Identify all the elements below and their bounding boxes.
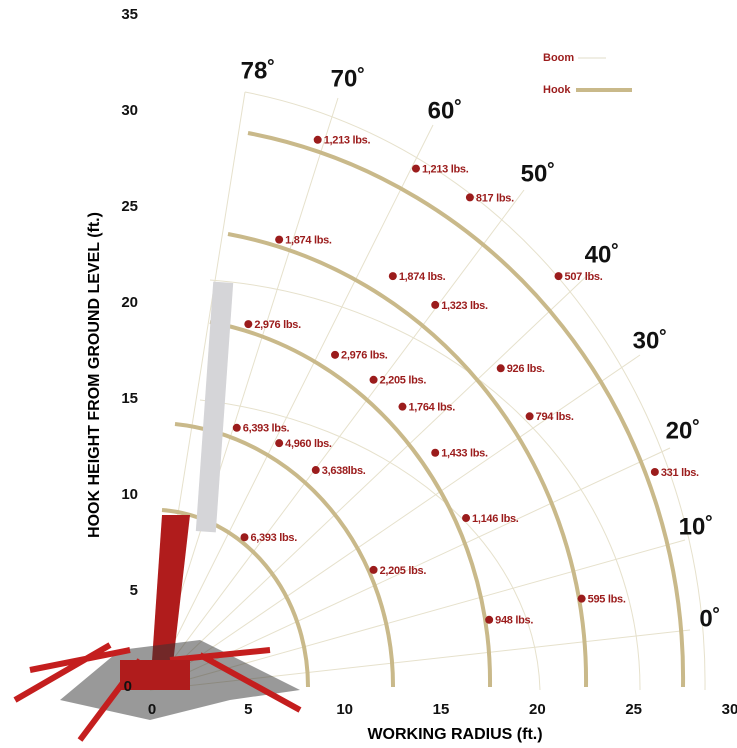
load-point xyxy=(526,412,534,420)
x-tick-label: 15 xyxy=(433,701,450,718)
boom-angle-label: 78˚ xyxy=(241,57,276,84)
chart: WORKING RADIUS (ft.) HOOK HEIGHT FROM GR… xyxy=(0,0,737,748)
x-tick-label: 10 xyxy=(336,701,353,718)
load-point xyxy=(370,566,378,574)
load-label: 331 lbs. xyxy=(661,467,699,479)
y-tick-label: 5 xyxy=(130,582,138,599)
load-label: 1,146 lbs. xyxy=(472,513,519,525)
y-tick-label: 20 xyxy=(121,294,138,311)
load-label: 2,976 lbs. xyxy=(254,319,301,331)
load-point xyxy=(412,165,420,173)
load-label: 948 lbs. xyxy=(495,615,533,627)
load-label: 794 lbs. xyxy=(536,411,574,423)
boom-angle-label: 10˚ xyxy=(679,513,714,540)
x-tick-label: 30 xyxy=(722,701,737,718)
boom-angle-label: 20˚ xyxy=(666,417,701,444)
load-label: 817 lbs. xyxy=(476,192,514,204)
load-point xyxy=(578,595,586,603)
boom-angle-label: 0˚ xyxy=(699,605,720,632)
x-axis-title: WORKING RADIUS (ft.) xyxy=(367,726,542,743)
boom-angle-label: 60˚ xyxy=(428,97,463,124)
boom-angle-label: 30˚ xyxy=(633,327,668,354)
load-label: 2,976 lbs. xyxy=(341,350,388,362)
load-label: 2,205 lbs. xyxy=(380,565,427,577)
load-label: 3,638lbs. xyxy=(322,465,366,477)
load-point xyxy=(485,616,493,624)
y-tick-label: 35 xyxy=(121,6,138,23)
page: WORKING RADIUS (ft.) HOOK HEIGHT FROM GR… xyxy=(0,0,737,748)
y-tick-label: 15 xyxy=(121,390,138,407)
x-tick-label: 0 xyxy=(148,701,156,718)
load-label: 1,764 lbs. xyxy=(408,402,455,414)
legend-label: Boom xyxy=(543,52,574,64)
y-tick-label: 30 xyxy=(121,102,138,119)
load-point xyxy=(240,533,248,541)
load-point xyxy=(370,376,378,384)
load-point xyxy=(331,351,339,359)
load-label: 2,205 lbs. xyxy=(380,375,427,387)
load-point xyxy=(389,272,397,280)
x-tick-label: 20 xyxy=(529,701,546,718)
load-point xyxy=(244,320,252,328)
load-label: 1,433 lbs. xyxy=(441,448,488,460)
boom-angle-label: 50˚ xyxy=(521,160,556,187)
load-label: 507 lbs. xyxy=(565,271,603,283)
load-label: 1,213 lbs. xyxy=(324,135,371,147)
load-point xyxy=(431,449,439,457)
x-tick-label: 5 xyxy=(244,701,252,718)
load-label: 595 lbs. xyxy=(588,594,626,606)
load-label: 6,393 lbs. xyxy=(250,532,297,544)
load-point xyxy=(314,136,322,144)
load-point xyxy=(312,466,320,474)
load-point xyxy=(466,193,474,201)
load-point xyxy=(275,236,283,244)
load-point xyxy=(651,468,659,476)
load-label: 1,874 lbs. xyxy=(399,271,446,283)
load-label: 4,960 lbs. xyxy=(285,438,332,450)
y-tick-label: 25 xyxy=(121,198,138,215)
boom-angle-label: 70˚ xyxy=(331,65,366,92)
load-point xyxy=(398,403,406,411)
load-label: 926 lbs. xyxy=(507,363,545,375)
y-axis-title: HOOK HEIGHT FROM GROUND LEVEL (ft.) xyxy=(86,212,103,538)
load-point xyxy=(233,424,241,432)
crane-illustration xyxy=(15,282,300,740)
load-point xyxy=(555,272,563,280)
load-point xyxy=(497,364,505,372)
load-point xyxy=(275,439,283,447)
load-label: 1,874 lbs. xyxy=(285,235,332,247)
load-label: 6,393 lbs. xyxy=(243,423,290,435)
legend-label: Hook xyxy=(543,84,571,96)
load-point xyxy=(462,514,470,522)
load-label: 1,213 lbs. xyxy=(422,164,469,176)
y-tick-label: 0 xyxy=(124,678,132,695)
boom-angle-label: 40˚ xyxy=(585,241,620,268)
load-label: 1,323 lbs. xyxy=(441,300,488,312)
x-tick-label: 25 xyxy=(625,701,642,718)
y-tick-label: 10 xyxy=(121,486,138,503)
load-point xyxy=(431,301,439,309)
